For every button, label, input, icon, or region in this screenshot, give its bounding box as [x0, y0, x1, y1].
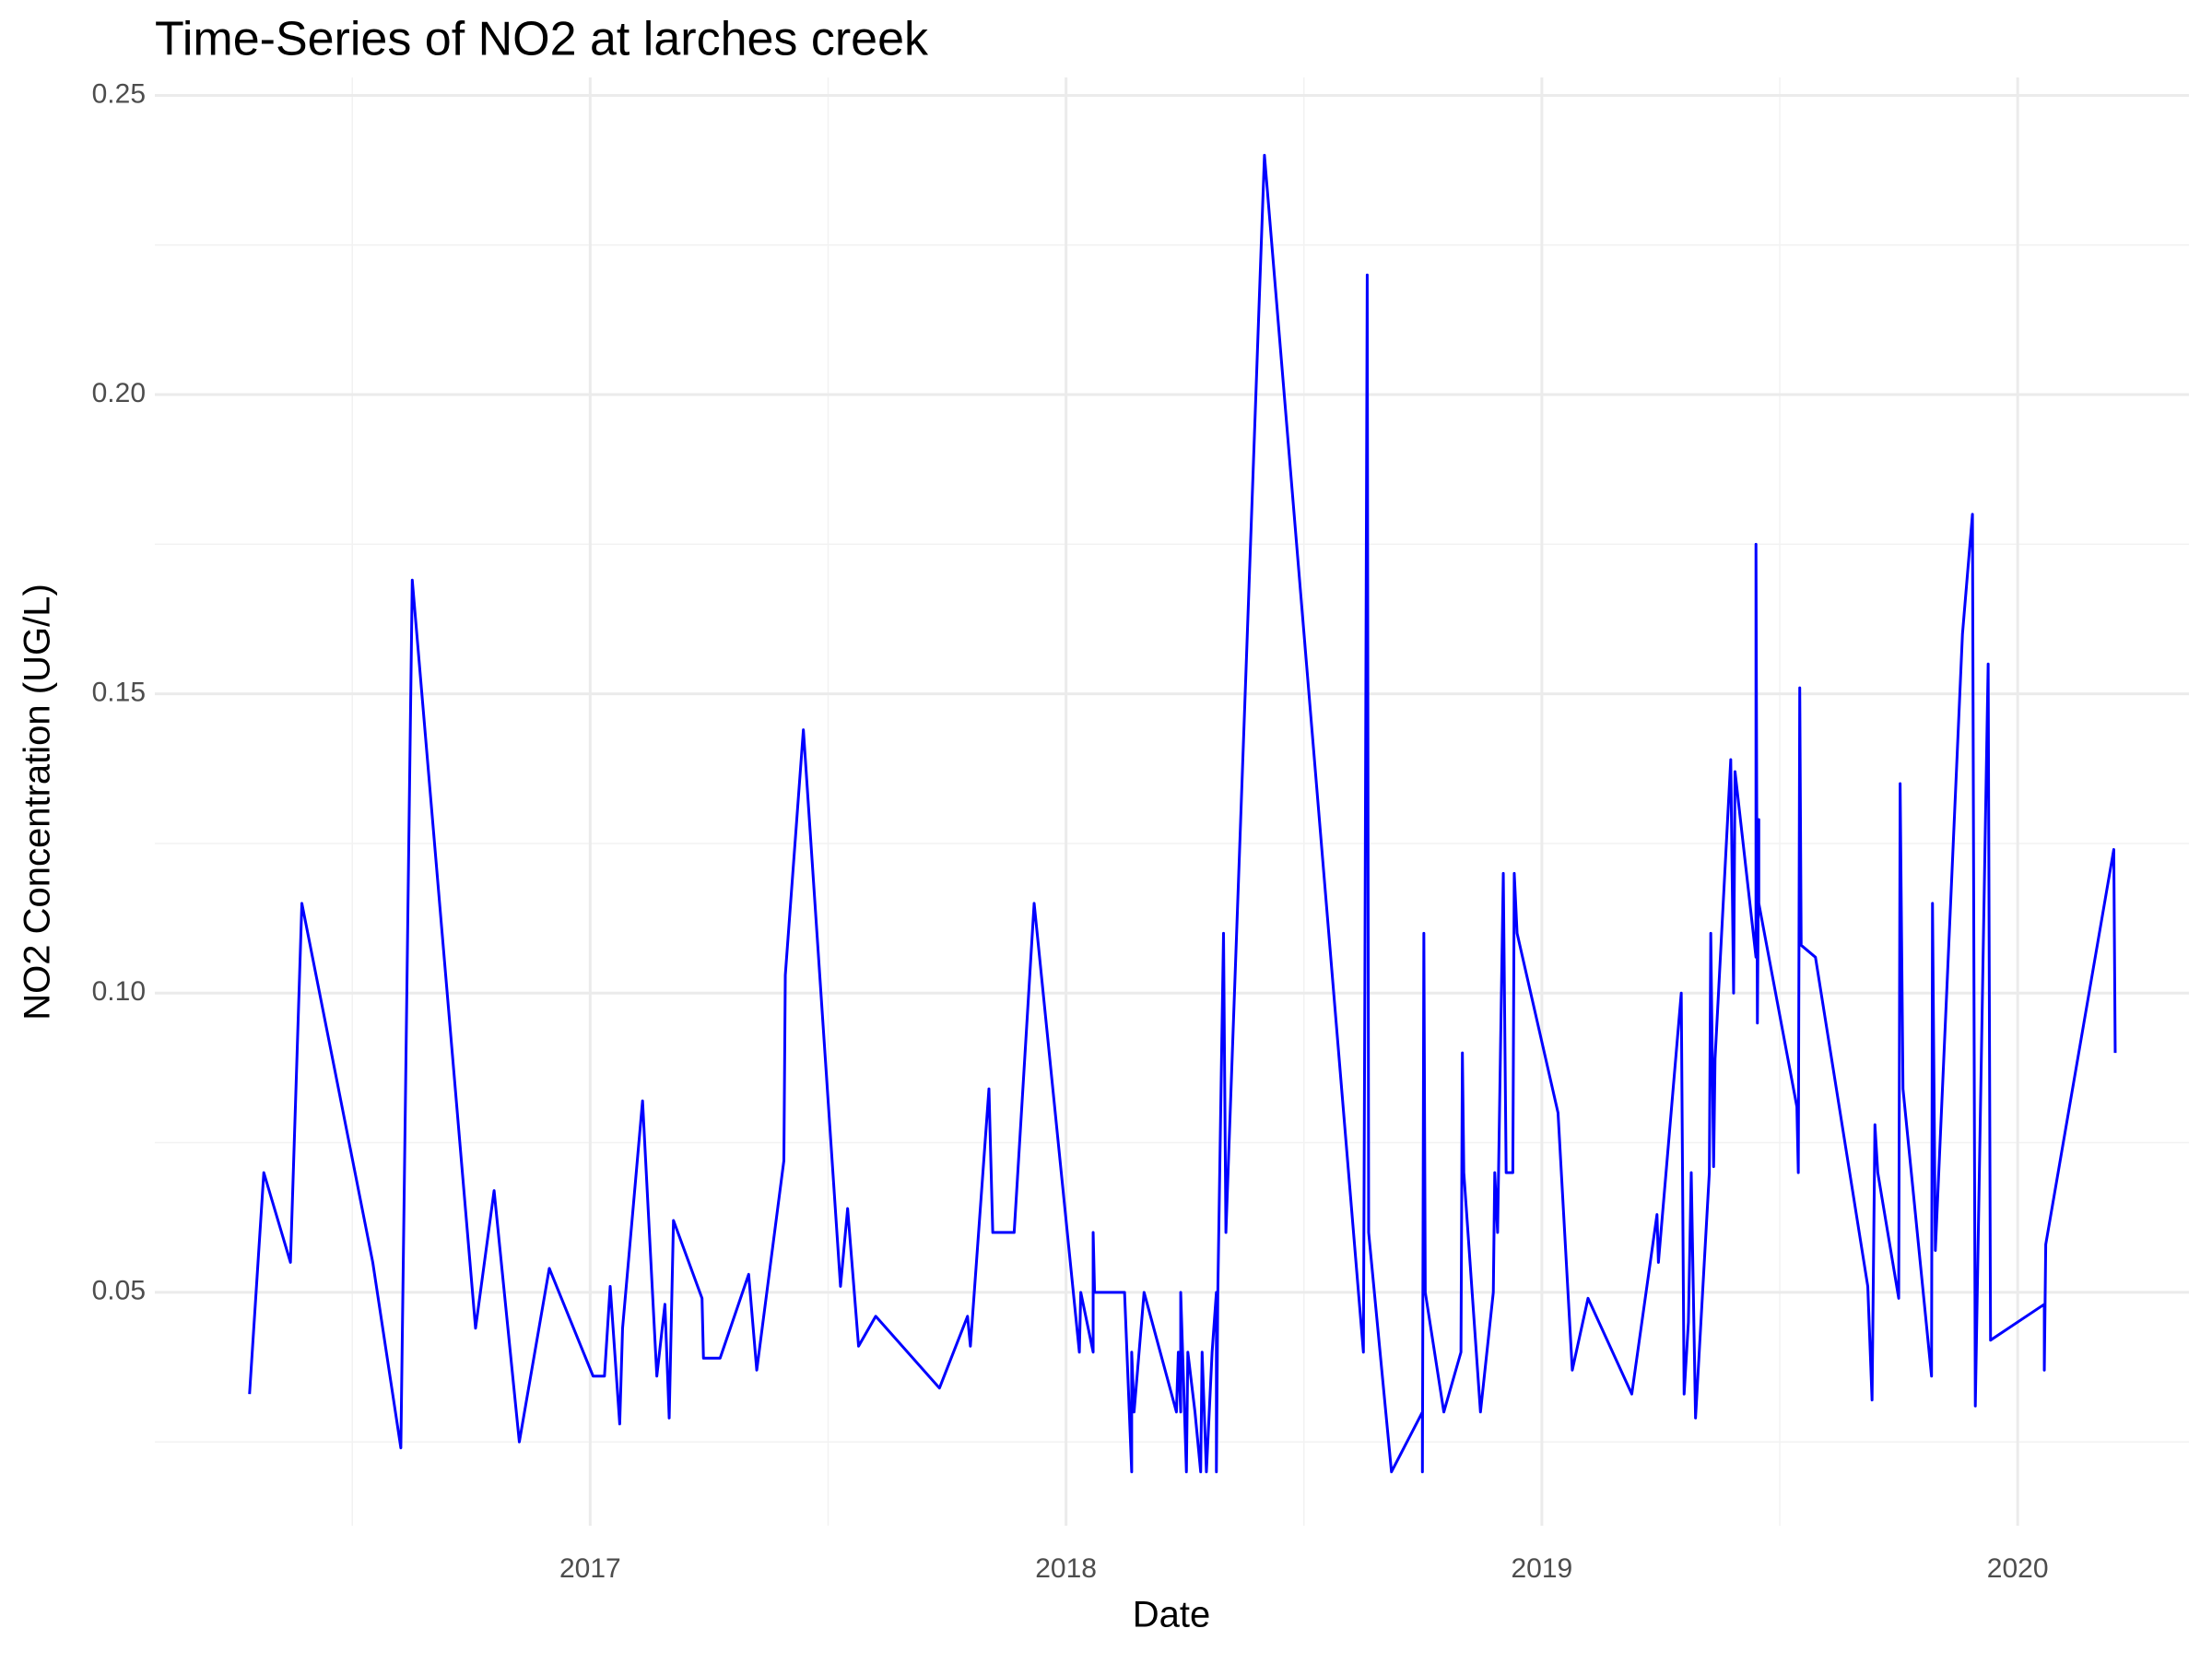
y-tick-label: 0.25 [92, 78, 146, 109]
y-tick-label: 0.05 [92, 1276, 146, 1306]
x-tick-label: 2019 [1512, 1553, 1573, 1584]
y-axis-label: NO2 Concentration (UG/L) [18, 584, 58, 1021]
x-tick-label: 2017 [559, 1553, 621, 1584]
x-axis-label: Date [1133, 1595, 1211, 1635]
y-tick-label: 0.20 [92, 378, 146, 408]
y-tick-label: 0.15 [92, 678, 146, 708]
chart-title: Time-Series of NO2 at larches creek [155, 13, 929, 66]
y-tick-label: 0.10 [92, 976, 146, 1007]
x-tick-label: 2018 [1035, 1553, 1097, 1584]
data-line [248, 153, 2117, 1474]
x-tick-label: 2020 [1987, 1553, 2049, 1584]
